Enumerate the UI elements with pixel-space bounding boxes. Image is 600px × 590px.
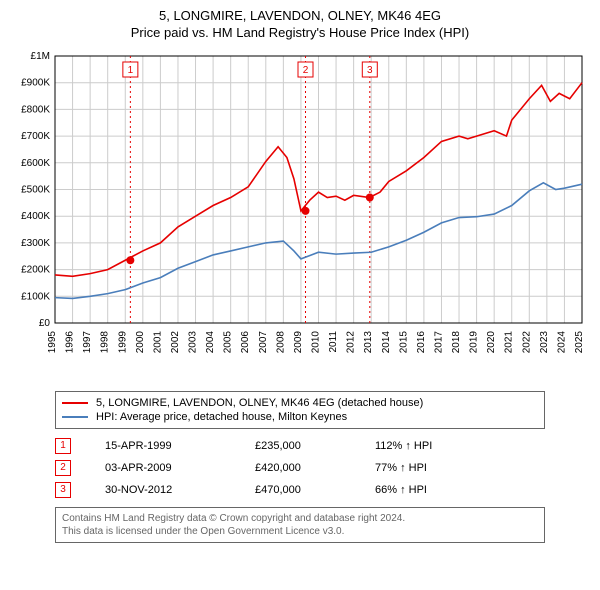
title-line1: 5, LONGMIRE, LAVENDON, OLNEY, MK46 4EG (10, 8, 590, 25)
svg-text:£700K: £700K (21, 131, 50, 142)
svg-text:2003: 2003 (188, 330, 199, 353)
legend-label: 5, LONGMIRE, LAVENDON, OLNEY, MK46 4EG (… (96, 397, 423, 409)
svg-text:2019: 2019 (469, 330, 480, 353)
title-line2: Price paid vs. HM Land Registry's House … (10, 25, 590, 42)
svg-text:2011: 2011 (328, 330, 339, 352)
sale-dot-3 (366, 193, 374, 201)
svg-text:2018: 2018 (451, 330, 462, 353)
svg-text:2020: 2020 (486, 330, 497, 353)
svg-text:1996: 1996 (65, 330, 76, 353)
svg-text:£600K: £600K (21, 158, 50, 169)
svg-text:2: 2 (303, 65, 309, 76)
svg-text:2009: 2009 (293, 330, 304, 353)
svg-text:2006: 2006 (240, 330, 251, 353)
sale-row-2: 2 03-APR-2009£420,00077% ↑ HPI (55, 457, 545, 479)
svg-text:£900K: £900K (21, 77, 50, 88)
sale-dot-1 (126, 256, 134, 264)
sale-date: 03-APR-2009 (105, 462, 255, 474)
svg-text:£1M: £1M (31, 51, 50, 62)
sale-hpi-pct: 112% ↑ HPI (375, 440, 545, 452)
sales-table: 1 15-APR-1999£235,000112% ↑ HPI 2 03-APR-20… (55, 435, 545, 501)
sale-marker-icon: 2 (55, 460, 71, 476)
svg-text:2004: 2004 (205, 330, 216, 353)
legend-item-1: HPI: Average price, detached house, Milt… (62, 410, 538, 424)
legend-swatch (62, 402, 88, 404)
footer-line2: This data is licensed under the Open Gov… (62, 525, 538, 538)
legend-item-0: 5, LONGMIRE, LAVENDON, OLNEY, MK46 4EG (… (62, 396, 538, 410)
sale-price: £235,000 (255, 440, 375, 452)
svg-text:2016: 2016 (416, 330, 427, 353)
svg-text:2008: 2008 (275, 330, 286, 353)
svg-text:2013: 2013 (363, 330, 374, 353)
sale-date: 30-NOV-2012 (105, 484, 255, 496)
sale-row-1: 1 15-APR-1999£235,000112% ↑ HPI (55, 435, 545, 457)
legend-swatch (62, 416, 88, 418)
svg-text:£0: £0 (39, 318, 51, 329)
sale-hpi-pct: 77% ↑ HPI (375, 462, 545, 474)
sale-marker-icon: 3 (55, 482, 71, 498)
svg-text:2024: 2024 (556, 330, 567, 353)
svg-text:1997: 1997 (82, 330, 93, 353)
svg-text:2005: 2005 (223, 330, 234, 353)
legend: 5, LONGMIRE, LAVENDON, OLNEY, MK46 4EG (… (55, 391, 545, 429)
svg-text:2012: 2012 (346, 330, 357, 353)
legend-label: HPI: Average price, detached house, Milt… (96, 411, 347, 423)
sale-date: 15-APR-1999 (105, 440, 255, 452)
svg-text:£300K: £300K (21, 238, 50, 249)
svg-text:2015: 2015 (398, 330, 409, 353)
sale-price: £470,000 (255, 484, 375, 496)
svg-text:2021: 2021 (504, 330, 515, 353)
svg-text:£200K: £200K (21, 264, 50, 275)
sale-dot-2 (302, 207, 310, 215)
svg-text:2017: 2017 (433, 330, 444, 353)
sale-row-3: 3 30-NOV-2012£470,00066% ↑ HPI (55, 479, 545, 501)
svg-text:£100K: £100K (21, 291, 50, 302)
chart-title: 5, LONGMIRE, LAVENDON, OLNEY, MK46 4EG P… (10, 8, 590, 42)
footer-attribution: Contains HM Land Registry data © Crown c… (55, 507, 545, 543)
svg-text:1995: 1995 (47, 330, 58, 353)
line-chart-svg: £0 £100K £200K £300K £400K £500K £600K £700K £80… (10, 48, 590, 383)
svg-text:1999: 1999 (117, 330, 128, 353)
svg-text:2002: 2002 (170, 330, 181, 353)
svg-text:2023: 2023 (539, 330, 550, 353)
footer-line1: Contains HM Land Registry data © Crown c… (62, 512, 538, 525)
svg-text:2000: 2000 (135, 330, 146, 353)
svg-text:2025: 2025 (574, 330, 585, 353)
svg-text:£400K: £400K (21, 211, 50, 222)
chart-container: 5, LONGMIRE, LAVENDON, OLNEY, MK46 4EG P… (0, 0, 600, 549)
chart-area: £0 £100K £200K £300K £400K £500K £600K £700K £80… (10, 48, 590, 383)
sale-hpi-pct: 66% ↑ HPI (375, 484, 545, 496)
svg-text:1998: 1998 (100, 330, 111, 353)
svg-text:2010: 2010 (311, 330, 322, 353)
sale-price: £420,000 (255, 462, 375, 474)
svg-text:2014: 2014 (381, 330, 392, 353)
svg-text:3: 3 (367, 65, 373, 76)
svg-text:2007: 2007 (258, 330, 269, 353)
svg-text:2022: 2022 (521, 330, 532, 353)
svg-text:2001: 2001 (152, 330, 163, 353)
svg-text:1: 1 (128, 65, 134, 76)
svg-text:£500K: £500K (21, 184, 50, 195)
svg-text:£800K: £800K (21, 104, 50, 115)
sale-marker-icon: 1 (55, 438, 71, 454)
